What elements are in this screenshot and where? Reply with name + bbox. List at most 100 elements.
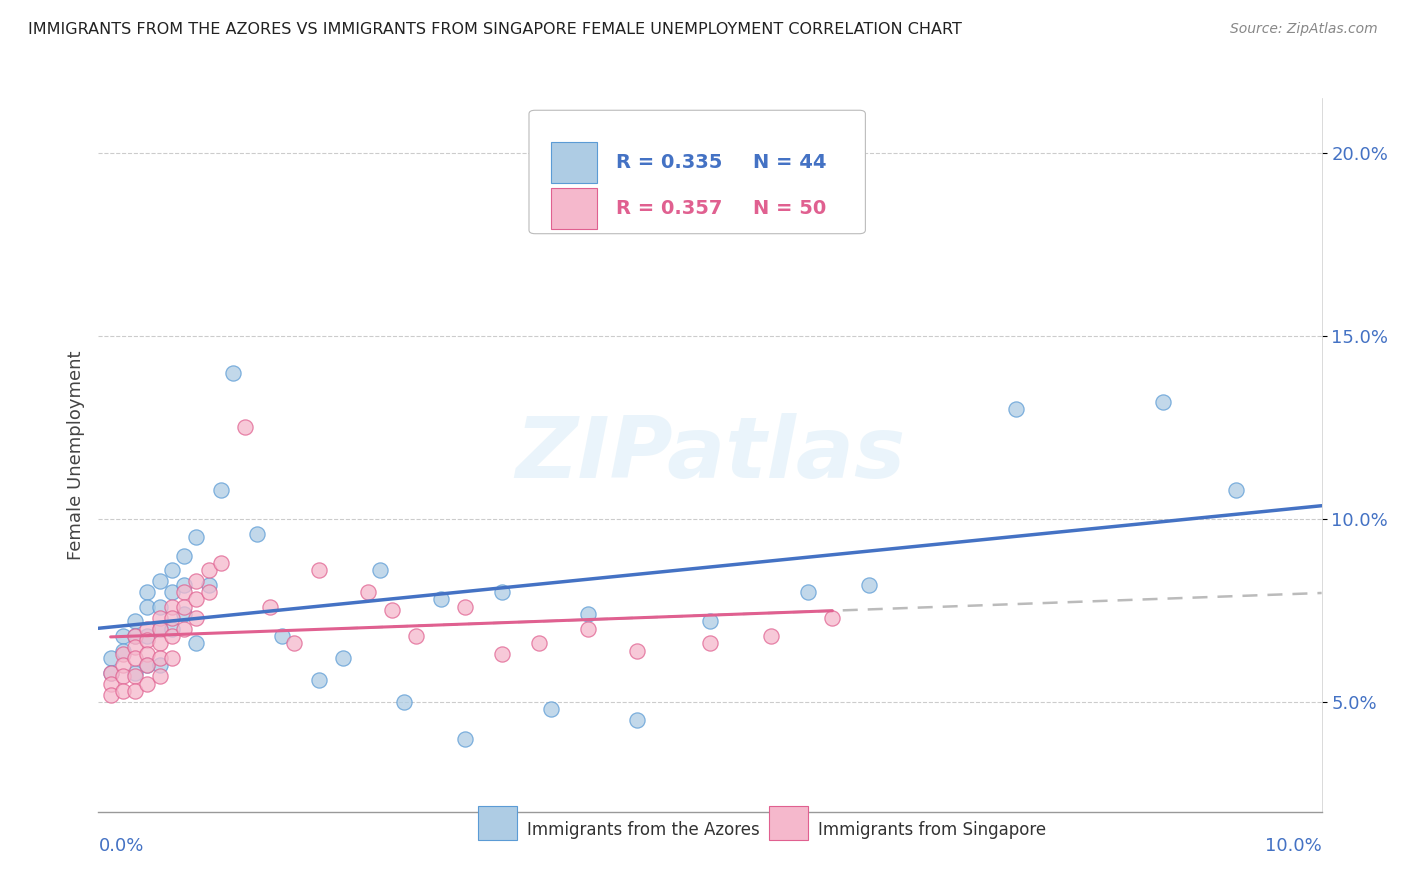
Point bbox=[821, 611, 844, 625]
Point bbox=[759, 629, 782, 643]
Point bbox=[356, 585, 378, 599]
Point bbox=[576, 622, 599, 636]
Point bbox=[405, 629, 427, 643]
Text: Immigrants from the Azores: Immigrants from the Azores bbox=[526, 821, 759, 838]
Point bbox=[186, 530, 208, 544]
Point bbox=[173, 578, 195, 592]
Point bbox=[160, 622, 183, 636]
Point bbox=[197, 563, 219, 577]
Point bbox=[136, 585, 159, 599]
Point bbox=[209, 483, 232, 497]
Text: IMMIGRANTS FROM THE AZORES VS IMMIGRANTS FROM SINGAPORE FEMALE UNEMPLOYMENT CORR: IMMIGRANTS FROM THE AZORES VS IMMIGRANTS… bbox=[28, 22, 962, 37]
Point bbox=[149, 658, 172, 673]
Point bbox=[100, 651, 122, 665]
Point bbox=[111, 629, 134, 643]
Point bbox=[527, 636, 550, 650]
Point bbox=[576, 607, 599, 621]
Point bbox=[491, 585, 513, 599]
Point bbox=[149, 636, 172, 650]
Point bbox=[308, 563, 330, 577]
Text: N = 50: N = 50 bbox=[752, 199, 827, 219]
Point bbox=[1004, 402, 1026, 417]
Point bbox=[160, 599, 183, 614]
Point bbox=[111, 684, 134, 698]
Point bbox=[858, 578, 880, 592]
Text: 0.0%: 0.0% bbox=[98, 838, 143, 855]
Point bbox=[136, 622, 159, 636]
Point bbox=[1152, 395, 1174, 409]
Point bbox=[173, 585, 195, 599]
Point bbox=[124, 665, 146, 680]
FancyBboxPatch shape bbox=[529, 111, 865, 234]
Point bbox=[149, 651, 172, 665]
Point bbox=[381, 603, 404, 617]
Point bbox=[186, 636, 208, 650]
Point bbox=[699, 615, 721, 629]
Point bbox=[100, 665, 122, 680]
Point bbox=[454, 731, 477, 746]
Point bbox=[100, 676, 122, 690]
Point bbox=[149, 622, 172, 636]
Point bbox=[173, 607, 195, 621]
Point bbox=[186, 611, 208, 625]
Point bbox=[246, 526, 269, 541]
Point bbox=[491, 648, 513, 662]
Point bbox=[186, 574, 208, 589]
Y-axis label: Female Unemployment: Female Unemployment bbox=[66, 351, 84, 559]
Point bbox=[430, 592, 453, 607]
FancyBboxPatch shape bbox=[551, 142, 598, 183]
Point bbox=[259, 599, 281, 614]
Point bbox=[540, 702, 562, 716]
Point bbox=[124, 669, 146, 683]
Point bbox=[136, 676, 159, 690]
Point bbox=[124, 615, 146, 629]
Point bbox=[111, 658, 134, 673]
Point bbox=[149, 669, 172, 683]
Point bbox=[222, 366, 245, 380]
Text: N = 44: N = 44 bbox=[752, 153, 827, 172]
Point bbox=[100, 665, 122, 680]
Point bbox=[332, 651, 354, 665]
Point bbox=[626, 713, 648, 727]
Point bbox=[124, 629, 146, 643]
FancyBboxPatch shape bbox=[478, 806, 517, 840]
Text: 10.0%: 10.0% bbox=[1265, 838, 1322, 855]
Point bbox=[173, 549, 195, 563]
Text: ZIPatlas: ZIPatlas bbox=[515, 413, 905, 497]
Point bbox=[124, 629, 146, 643]
Point bbox=[124, 651, 146, 665]
Point bbox=[1225, 483, 1247, 497]
Point bbox=[124, 684, 146, 698]
Point bbox=[283, 636, 305, 650]
Point bbox=[111, 648, 134, 662]
Point bbox=[149, 574, 172, 589]
Point bbox=[173, 622, 195, 636]
Point bbox=[136, 648, 159, 662]
Point bbox=[136, 629, 159, 643]
Point bbox=[797, 585, 820, 599]
Point bbox=[368, 563, 391, 577]
Point bbox=[124, 640, 146, 654]
Point bbox=[111, 669, 134, 683]
Point bbox=[160, 651, 183, 665]
Point bbox=[209, 556, 232, 570]
Point bbox=[160, 563, 183, 577]
Point bbox=[136, 599, 159, 614]
Point bbox=[699, 636, 721, 650]
Point bbox=[233, 420, 256, 434]
Point bbox=[136, 632, 159, 647]
Point bbox=[100, 688, 122, 702]
Text: R = 0.335: R = 0.335 bbox=[616, 153, 723, 172]
Point bbox=[186, 592, 208, 607]
Point bbox=[160, 585, 183, 599]
Point bbox=[149, 599, 172, 614]
Point bbox=[308, 673, 330, 687]
Point bbox=[392, 695, 416, 709]
Point bbox=[149, 622, 172, 636]
FancyBboxPatch shape bbox=[769, 806, 808, 840]
Point bbox=[149, 611, 172, 625]
Point bbox=[111, 643, 134, 657]
Point bbox=[197, 585, 219, 599]
Text: R = 0.357: R = 0.357 bbox=[616, 199, 723, 219]
Point bbox=[626, 643, 648, 657]
